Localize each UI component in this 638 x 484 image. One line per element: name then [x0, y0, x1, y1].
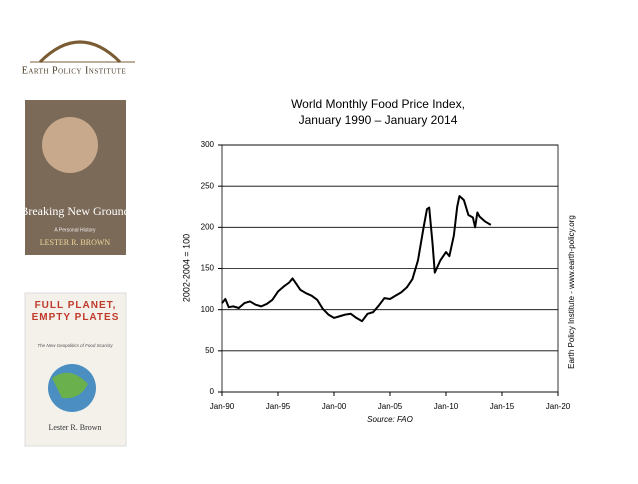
source-note: Source: FAO [367, 415, 413, 424]
chart-subtitle: January 1990 – January 2014 [299, 113, 458, 127]
y-tick-label: 0 [210, 387, 215, 396]
x-tick-label: Jan-15 [490, 402, 515, 411]
x-tick-label: Jan-10 [434, 402, 459, 411]
y-tick-label: 150 [201, 264, 215, 273]
book-title: Breaking New Ground [20, 204, 129, 218]
x-tick-label: Jan-00 [322, 402, 347, 411]
logo-arc [38, 40, 122, 64]
side-note: Earth Policy Institute - www.earth-polic… [567, 215, 576, 369]
data-line [221, 195, 492, 323]
chart: World Monthly Food Price Index, January … [181, 97, 576, 424]
x-tick-label: Jan-95 [266, 402, 291, 411]
y-tick-label: 50 [205, 346, 214, 355]
book-subtitle: The New Geopolitics of Food Scarcity [37, 343, 113, 348]
y-tick-label: 250 [201, 181, 215, 190]
plot-frame [221, 144, 559, 393]
chart-title: World Monthly Food Price Index, [291, 97, 465, 111]
y-tick-label: 200 [201, 222, 215, 231]
book-title: FULL PLANET, EMPTY PLATES [31, 300, 120, 323]
book-globe-land [52, 372, 88, 399]
book-photo [42, 117, 98, 173]
y-axis-label: 2002-2004 = 100 [181, 234, 191, 302]
x-tick-label: Jan-20 [546, 402, 571, 411]
y-tick-label: 300 [201, 140, 215, 149]
x-tick-label: Jan-05 [378, 402, 403, 411]
logo-text: Earth Policy Institute [22, 65, 126, 76]
book-author: LESTER R. BROWN [40, 238, 111, 247]
book-subtitle: A Personal History [54, 227, 96, 233]
y-tick-label: 100 [201, 305, 215, 314]
x-tick-label: Jan-90 [210, 402, 235, 411]
book-author: Lester R. Brown [48, 423, 101, 432]
book-title-box: FULL PLANET, EMPTY PLATES [31, 300, 120, 323]
